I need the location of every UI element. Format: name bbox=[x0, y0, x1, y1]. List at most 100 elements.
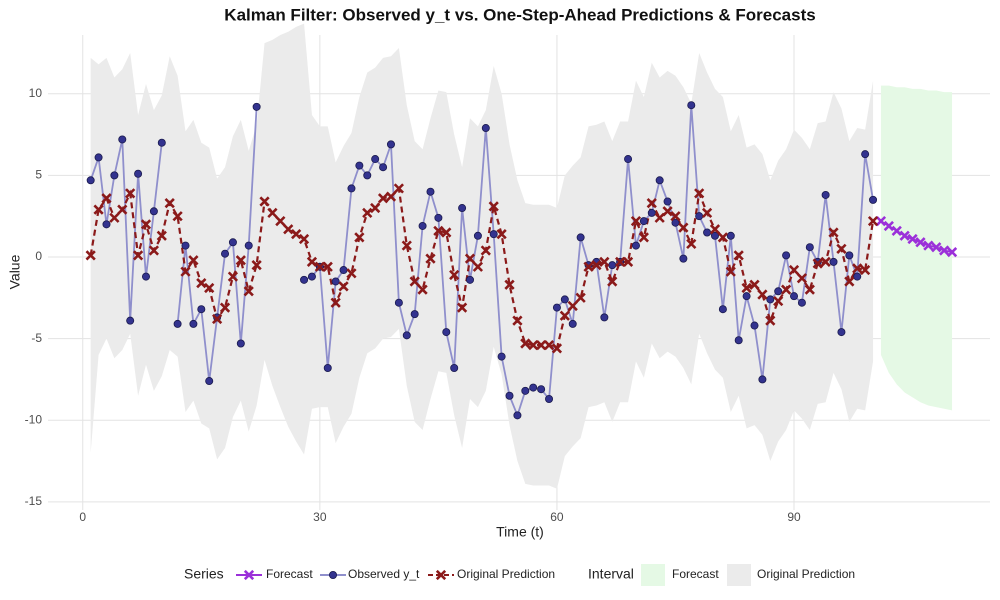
point bbox=[330, 297, 341, 308]
point bbox=[663, 197, 672, 206]
point bbox=[149, 207, 158, 216]
point bbox=[298, 233, 310, 245]
point bbox=[765, 315, 776, 326]
point bbox=[687, 101, 696, 110]
legend-label: Observed y_t bbox=[348, 567, 420, 581]
point bbox=[339, 266, 348, 275]
point bbox=[734, 336, 743, 345]
point bbox=[528, 340, 539, 351]
point bbox=[157, 138, 166, 147]
point bbox=[117, 204, 128, 215]
point bbox=[314, 261, 325, 272]
point bbox=[837, 328, 846, 337]
point bbox=[110, 171, 119, 180]
point bbox=[197, 305, 206, 314]
point bbox=[551, 343, 563, 354]
point bbox=[694, 188, 705, 199]
point bbox=[797, 298, 806, 307]
point bbox=[386, 140, 395, 149]
point bbox=[473, 231, 482, 240]
point bbox=[173, 319, 182, 328]
point bbox=[608, 261, 617, 270]
point bbox=[196, 277, 207, 289]
point bbox=[172, 211, 183, 222]
legend-marker bbox=[435, 569, 447, 581]
point bbox=[189, 319, 198, 328]
point bbox=[749, 279, 760, 290]
point bbox=[646, 198, 657, 209]
point bbox=[654, 212, 665, 223]
point bbox=[409, 276, 420, 287]
point bbox=[338, 281, 349, 292]
point bbox=[354, 232, 365, 243]
point bbox=[504, 279, 515, 290]
point bbox=[472, 261, 484, 272]
point bbox=[307, 272, 316, 281]
point bbox=[869, 195, 878, 204]
point bbox=[401, 240, 412, 251]
point bbox=[639, 217, 648, 226]
y-tick-label: 5 bbox=[35, 168, 42, 182]
point bbox=[915, 237, 926, 248]
point bbox=[630, 215, 642, 227]
point bbox=[425, 253, 436, 264]
point bbox=[543, 340, 555, 351]
point bbox=[812, 258, 823, 269]
point bbox=[718, 305, 727, 314]
point bbox=[670, 211, 681, 222]
y-tick-label: -10 bbox=[25, 412, 43, 426]
point bbox=[529, 383, 538, 392]
series-line bbox=[89, 186, 875, 350]
point bbox=[655, 176, 664, 185]
point bbox=[860, 264, 871, 276]
point bbox=[456, 302, 468, 313]
point bbox=[867, 215, 879, 227]
point bbox=[891, 225, 902, 236]
point bbox=[821, 190, 830, 199]
legend-swatch bbox=[641, 564, 665, 586]
point bbox=[631, 241, 640, 250]
point bbox=[148, 245, 160, 256]
legend-label: Original Prediction bbox=[457, 567, 555, 581]
y-tick-label: -15 bbox=[25, 494, 43, 508]
point bbox=[125, 188, 136, 199]
point bbox=[323, 363, 332, 372]
point bbox=[662, 206, 673, 217]
x-tick-label: 30 bbox=[313, 510, 327, 524]
legend-label: Forecast bbox=[266, 567, 313, 581]
point bbox=[450, 363, 459, 372]
legend-marker bbox=[328, 571, 337, 580]
point bbox=[844, 276, 855, 287]
point bbox=[883, 220, 894, 232]
point bbox=[458, 204, 467, 213]
point bbox=[545, 395, 554, 404]
point bbox=[828, 227, 839, 238]
point bbox=[774, 287, 783, 296]
point bbox=[132, 250, 144, 261]
point bbox=[576, 233, 585, 242]
x-axis-title: Time (t) bbox=[496, 524, 544, 540]
point bbox=[464, 253, 476, 264]
point bbox=[552, 303, 561, 312]
point bbox=[180, 266, 191, 277]
point bbox=[766, 295, 775, 304]
point bbox=[496, 229, 507, 240]
chart-title: Kalman Filter: Observed y_t vs. One-Step… bbox=[224, 5, 815, 24]
point bbox=[426, 187, 435, 196]
point bbox=[638, 232, 649, 243]
point bbox=[466, 275, 475, 284]
point bbox=[725, 266, 736, 277]
point bbox=[442, 328, 451, 337]
point bbox=[410, 310, 419, 319]
point bbox=[346, 268, 357, 279]
point bbox=[726, 231, 735, 240]
point bbox=[521, 386, 530, 395]
point bbox=[679, 254, 688, 263]
x-tick-label: 60 bbox=[550, 510, 564, 524]
point bbox=[371, 155, 380, 164]
point bbox=[907, 233, 918, 245]
point bbox=[101, 193, 112, 204]
point bbox=[85, 250, 96, 261]
point bbox=[441, 227, 452, 238]
point bbox=[394, 298, 403, 307]
